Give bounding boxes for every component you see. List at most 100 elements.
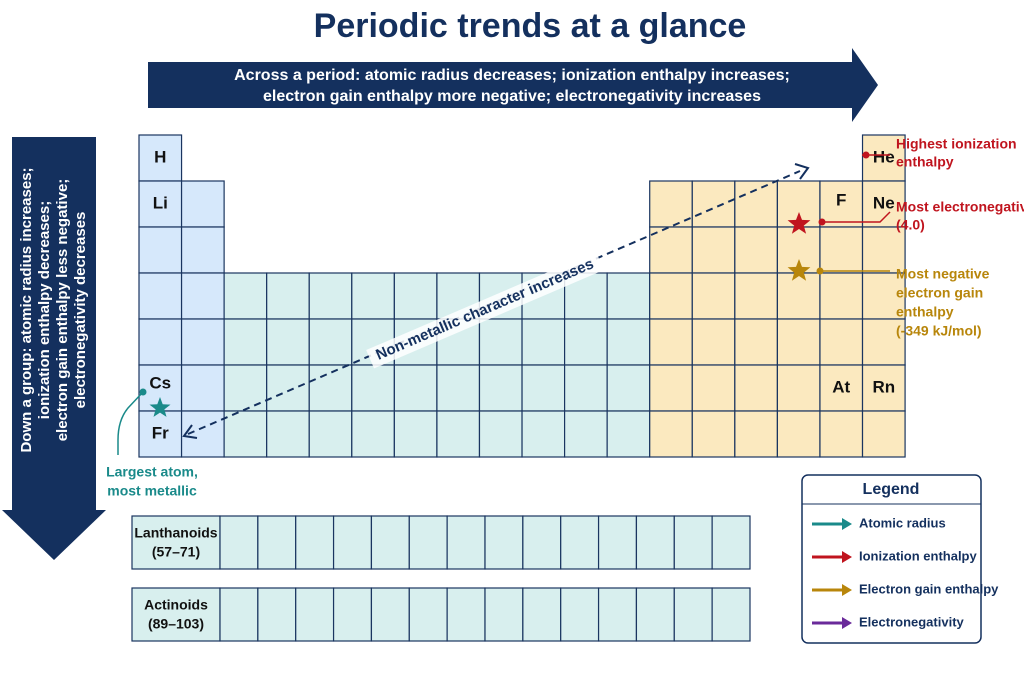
title: Periodic trends at a glance [314,7,747,45]
legend-arrowhead [842,518,852,530]
legend-title: Legend [863,481,920,498]
element-cell [563,318,608,366]
leader-dot [816,267,824,275]
element-symbol: H [154,147,166,166]
element-symbol: Cs [149,373,171,392]
annotation-text: enthalpy [896,154,954,170]
f-block-cell [295,515,335,570]
element-cell [861,134,906,182]
legend-box [801,474,982,644]
element-cell [393,272,438,320]
f-block-cell [257,515,297,570]
f-block-cell [560,515,600,570]
element-cell [138,318,183,366]
element-cell [351,272,395,320]
leader-dot [862,151,870,159]
annotation-text: most metallic [107,483,197,499]
element-cell [734,410,779,458]
leader-dot [139,388,147,396]
element-cell [180,272,225,320]
element-cell [691,226,736,274]
element-cell [138,272,183,320]
element-cell [861,180,906,228]
element-cell [563,410,608,458]
f-block-cell [711,587,751,642]
element-cell [308,272,353,320]
f-block-cell [522,515,562,570]
element-cell [266,272,310,320]
down-text: electron gain enthalpy less negative; [54,179,71,442]
f-block-cell [484,587,524,642]
f-block-cell [408,515,448,570]
annotation-text: (-349 kJ/mol) [896,323,982,339]
element-cell [734,364,779,412]
down-text: electronegativity decreases [72,212,89,409]
element-cell [563,364,608,412]
element-cell [351,410,395,458]
f-block-cell [219,587,259,642]
star [787,212,811,234]
element-cell [734,272,779,320]
element-cell [478,318,523,366]
element-cell [138,180,183,228]
element-symbol: F [836,190,846,209]
element-cell [308,364,353,412]
down-text-group: Down a group: atomic radius increases; i… [18,167,89,452]
legend-label: Ionization enthalpy [859,548,977,563]
down-text: Down a group: atomic radius increases; [18,167,35,452]
across-text: electron gain enthalpy more negative; el… [263,88,761,105]
f-block-cell [332,515,373,570]
f-block-cell [370,587,410,642]
element-symbol: At [832,377,850,396]
element-cell [861,226,906,274]
annotation-text: Most negative [896,266,990,282]
legend-arrowhead [842,617,852,629]
f-block-cell [635,515,675,570]
element-cell [776,410,821,458]
f-block-cell [673,587,713,642]
element-cell [436,410,481,458]
legend-label: Atomic radius [859,515,946,530]
star [149,397,171,417]
element-symbol: Fr [152,423,169,442]
element-cell [223,272,268,320]
diagonal-arrow [187,170,801,435]
element-cell [180,226,225,274]
down-text: ionization enthalpy decreases; [36,201,53,419]
element-cell [734,318,779,366]
element-cell [138,226,183,274]
f-block-cell [332,587,373,642]
f-block-cell [597,587,638,642]
f-block-cell [408,587,448,642]
element-cell [819,410,864,458]
element-cell [649,272,693,320]
f-block-cell [522,587,562,642]
f-block-label-cell [131,587,221,642]
f-block-label: (89–103) [148,616,204,632]
annotation-text: Most electronegative [896,199,1024,215]
element-cell [691,318,736,366]
across-arrow [148,48,878,122]
element-cell [819,272,864,320]
f-block-cell [370,515,410,570]
element-cell [819,318,864,366]
diagonal-label-bg [366,251,604,369]
annotation-text: (4.0) [896,217,925,233]
annotation-text: enthalpy [896,304,954,320]
element-cell [819,364,864,412]
f-block-cell [257,587,297,642]
element-symbol: Rn [872,377,895,396]
element-cell [861,272,906,320]
element-cell [223,318,268,366]
element-cell [521,364,566,412]
f-block-cell [484,515,524,570]
element-cell [266,318,310,366]
element-cell [776,272,821,320]
f-block-label-cell [131,515,221,570]
element-cell [861,318,906,366]
element-cell [308,318,353,366]
element-cell [180,318,225,366]
f-block-label: (57–71) [152,544,200,560]
legend-arrowhead [842,584,852,596]
element-cell [776,318,821,366]
